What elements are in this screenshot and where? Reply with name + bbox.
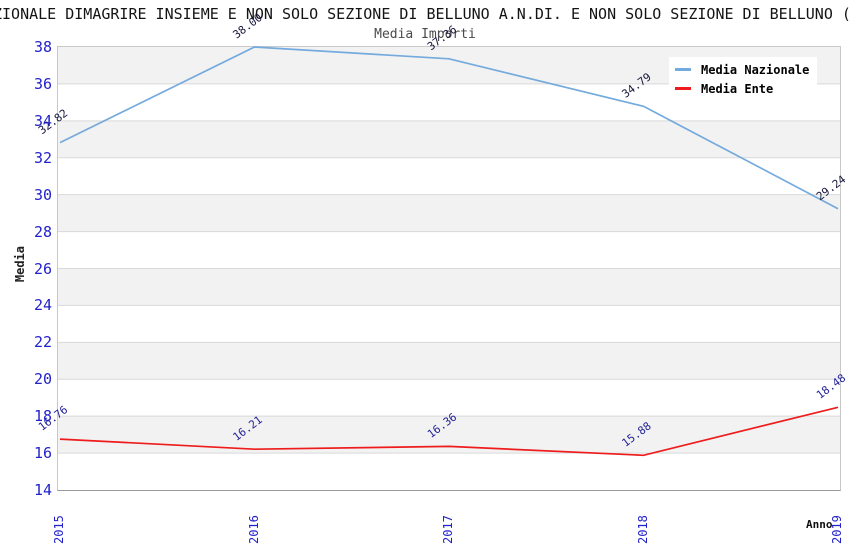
x-tick-label: 2018 [635,515,650,544]
x-tick-label: 2015 [52,515,66,544]
plot-band [58,231,840,269]
legend-line-swatch [675,87,691,90]
legend-item: Media Ente [675,79,809,98]
y-tick-label: 18 [33,407,52,426]
legend: Media Nazionale Media Ente [669,57,818,101]
y-tick-label: 38 [33,38,52,56]
y-tick-label: 20 [33,370,52,389]
report-header-text: ZIONALE DIMAGRIRE INSIEME E NON SOLO SEZ… [0,5,850,23]
y-tick-label: 34 [33,111,52,130]
y-tick-label: 30 [33,185,52,204]
x-tick-label: 2016 [246,515,261,544]
legend-line-swatch [675,68,691,71]
x-axis-title: Anno [806,518,833,531]
y-tick-label: 32 [33,148,52,167]
plot-band [58,342,840,380]
y-tick-label: 14 [33,481,52,499]
legend-item: Media Nazionale [675,60,809,79]
series-line [59,406,839,457]
y-tick-label: 22 [33,333,52,352]
plot-band [58,194,840,232]
y-tick-label: 24 [33,296,52,315]
plot-band [58,379,840,417]
plot-band [58,120,840,158]
y-tick-label: 36 [33,74,52,93]
y-tick-label: 16 [33,444,52,463]
legend-label: Media Ente [701,81,774,96]
y-tick-label: 28 [33,222,52,241]
y-tick-label: 26 [33,259,52,278]
x-tick-label: 2017 [441,515,455,544]
plot-band [58,157,840,195]
plot-area: 32.82 38.00 37.36 34.79 29.24 16.76 16.21 16.36… [36,11,849,491]
chart-title: Media Importi [374,27,476,42]
series-line [59,46,839,210]
report-header: ZIONALE DIMAGRIRE INSIEME E NON SOLO SEZ… [0,5,850,23]
legend-label: Media Nazionale [701,62,810,77]
plot-band [58,305,840,343]
plot-band [58,453,840,490]
plot-band [58,268,840,306]
